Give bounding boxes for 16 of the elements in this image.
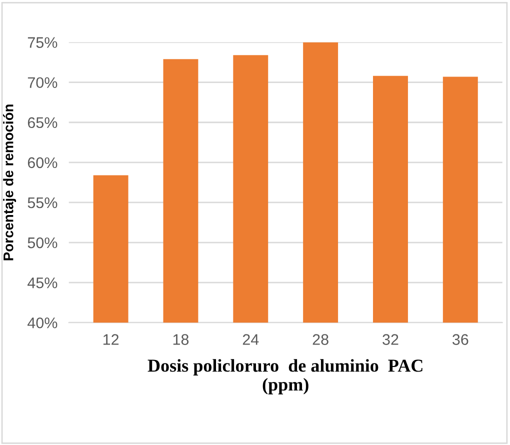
x-tick-label: 36 xyxy=(452,334,468,345)
y-tick-label: 40% xyxy=(28,317,58,328)
y-tick-label: 70% xyxy=(28,77,58,88)
y-tick-label: 75% xyxy=(28,37,58,48)
x-tick-label: 32 xyxy=(382,334,398,345)
y-tick-label: 60% xyxy=(28,157,58,168)
x-tick-label: 28 xyxy=(312,334,328,345)
x-tick-label: 18 xyxy=(173,334,189,345)
y-tick-label: 50% xyxy=(28,237,58,248)
y-tick-label: 55% xyxy=(28,197,58,208)
y-tick-label: 65% xyxy=(28,117,58,128)
y-tick-label: 45% xyxy=(28,278,58,288)
x-tick-label: 24 xyxy=(242,334,259,345)
y-axis-title: Porcentaje de remoción xyxy=(2,104,16,260)
x-axis-title: Dosis policloruro de aluminio PAC (ppm) xyxy=(148,359,422,394)
x-tick-label: 12 xyxy=(103,334,119,345)
